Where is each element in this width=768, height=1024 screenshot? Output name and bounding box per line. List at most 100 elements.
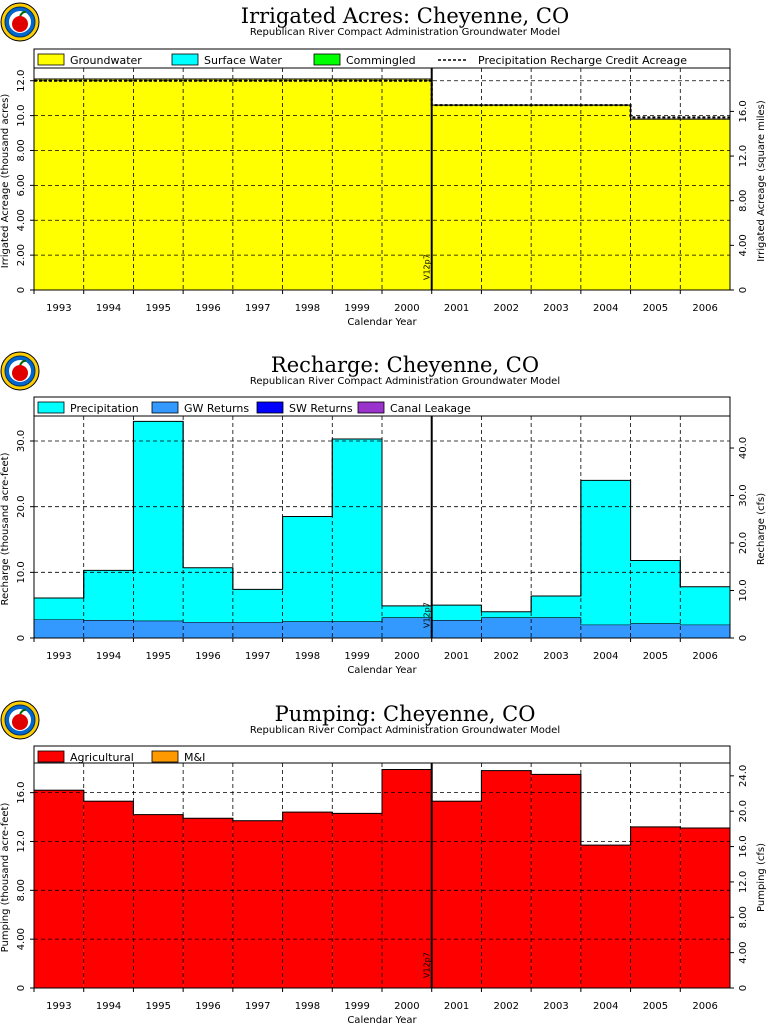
x-tick-label: 2003: [543, 303, 568, 314]
x-tick-label: 1995: [146, 303, 171, 314]
bar-segment: [282, 812, 333, 988]
y-tick-label: 12.0: [16, 70, 27, 92]
x-tick-label: 2000: [394, 651, 419, 662]
bar-segment: [83, 78, 134, 290]
x-tick-label: 1998: [295, 303, 320, 314]
x-tick-label: 1999: [344, 303, 369, 314]
y-axis-right: 0 4.00 8.00 12.0 16.0 20.0 24.0 Pumping (cfs): [730, 765, 767, 991]
bar-segment: [332, 621, 382, 638]
x-tick-label: 2002: [494, 651, 519, 662]
bar-segment: [133, 620, 184, 638]
legend-swatch: [151, 750, 179, 763]
chart-subtitle: Republican River Compact Administration …: [250, 27, 560, 38]
x-tick-label: 2006: [692, 651, 717, 662]
x-axis-label: Calendar Year: [347, 1015, 417, 1024]
legend-entry: SW Returns: [289, 402, 353, 415]
bar-segment: [680, 586, 730, 625]
chart-title: Recharge: Cheyenne, CO: [271, 353, 539, 377]
x-tick-label: 1996: [195, 303, 220, 314]
y2-tick-label: 4.00: [738, 942, 749, 964]
y2-tick-label: 10.0: [738, 579, 749, 601]
y-tick-label: 8.00: [16, 139, 27, 161]
bar-segment: [630, 623, 681, 638]
bar-segment: [183, 78, 233, 290]
y-tick-label: 12.0: [16, 830, 27, 852]
gridlines: [34, 763, 730, 988]
x-axis: 1993 1994 1995 1996 1997 1998 1999 2000 2001 2002…: [33, 290, 718, 328]
y-tick-label: 4.00: [16, 928, 27, 950]
legend-entry: Commingled: [346, 54, 416, 67]
logo-apple-icon: [12, 714, 28, 730]
x-tick-label: 1993: [46, 651, 71, 662]
x-tick-label: 1995: [146, 1001, 171, 1012]
plot-border: [33, 48, 731, 291]
x-tick-label: 1997: [245, 1001, 270, 1012]
y-axis-right: 0 10.0 20.0 30.0 40.0 Recharge (cfs): [730, 437, 767, 641]
y2-tick-label: 40.0: [738, 437, 749, 459]
logo-apple-icon: [12, 365, 28, 381]
legend-swatch: [256, 401, 284, 414]
chart-title: Pumping: Cheyenne, CO: [275, 702, 536, 726]
bar-segment: [580, 845, 631, 988]
bar-segment: [83, 570, 134, 621]
x-tick-label: 2002: [494, 1001, 519, 1012]
y-axis-left: 0 4.00 8.00 12.0 16.0 Pumping (thousand acre-…: [0, 782, 34, 991]
x-tick-label: 2003: [543, 651, 568, 662]
x-tick-label: 1993: [46, 303, 71, 314]
x-tick-label: 2005: [643, 651, 668, 662]
y-tick-label: 0: [16, 287, 27, 293]
legend-swatch: [357, 401, 385, 414]
x-tick-label: 1997: [245, 303, 270, 314]
bar-segment: [133, 421, 184, 621]
bar-segment: [431, 605, 482, 621]
x-tick-label: 2002: [494, 303, 519, 314]
y2-axis-label: Irrigated Acreage (square miles): [756, 100, 767, 262]
bar-segment: [680, 119, 730, 290]
bar-segment: [34, 597, 84, 620]
legend-entry: Agricultural: [70, 751, 134, 764]
x-tick-label: 2005: [643, 303, 668, 314]
y-tick-label: 2.00: [16, 244, 27, 266]
y2-tick-label: 16.0: [738, 835, 749, 857]
legend-swatch: [37, 750, 65, 763]
bar-segment: [481, 770, 532, 988]
x-tick-label: 2006: [692, 1001, 717, 1012]
y-axis-label: Irrigated Acreage (thousand acres): [0, 94, 11, 269]
x-tick-label: 2006: [692, 303, 717, 314]
logo-leaf-icon: [19, 708, 27, 715]
legend-swatch: [37, 401, 65, 414]
bars: [34, 420, 730, 638]
x-tick-label: 2005: [643, 1001, 668, 1012]
y-tick-label: 0: [16, 985, 27, 991]
x-tick-label: 2001: [444, 651, 469, 662]
y2-tick-label: 8.00: [738, 190, 749, 212]
bar-segment: [630, 560, 681, 624]
y2-tick-label: 8.00: [738, 906, 749, 928]
y-axis-left: 0 10.0 20.0 30.0 Recharge (thousand acre-fee…: [0, 430, 34, 641]
legend-entry: Precipitation: [70, 402, 139, 415]
bars: [34, 768, 730, 988]
legend: Precipitation GW Returns SW Returns Canal L…: [37, 401, 471, 415]
y2-tick-label: 12.0: [738, 145, 749, 167]
x-tick-label: 1996: [195, 651, 220, 662]
bar-segment: [481, 105, 532, 290]
x-tick-label: 1994: [96, 1001, 121, 1012]
y-axis-left: 0 2.00 4.00 6.00 8.00 10.0 12.0 Irrigated Acrea…: [0, 70, 34, 293]
bar-segment: [232, 589, 283, 623]
y-tick-label: 8.00: [16, 879, 27, 901]
y-tick-label: 10.0: [16, 561, 27, 583]
bar-segment: [34, 78, 84, 290]
x-axis: 1993 1994 1995 1996 1997 1998 1999 2000 2001 2002…: [33, 638, 718, 676]
y-axis-right: 0 4.00 8.00 12.0 16.0 Irrigated Acreage (squa…: [730, 100, 767, 293]
bar-segment: [382, 769, 432, 988]
legend-entry: GW Returns: [184, 402, 249, 415]
x-tick-label: 1993: [46, 1001, 71, 1012]
y-tick-label: 4.00: [16, 209, 27, 231]
x-tick-label: 1999: [344, 651, 369, 662]
plot-border: [33, 745, 731, 989]
x-tick-label: 1997: [245, 651, 270, 662]
bar-segment: [282, 621, 333, 638]
y2-tick-label: 20.0: [738, 532, 749, 554]
bar-segment: [531, 105, 581, 290]
